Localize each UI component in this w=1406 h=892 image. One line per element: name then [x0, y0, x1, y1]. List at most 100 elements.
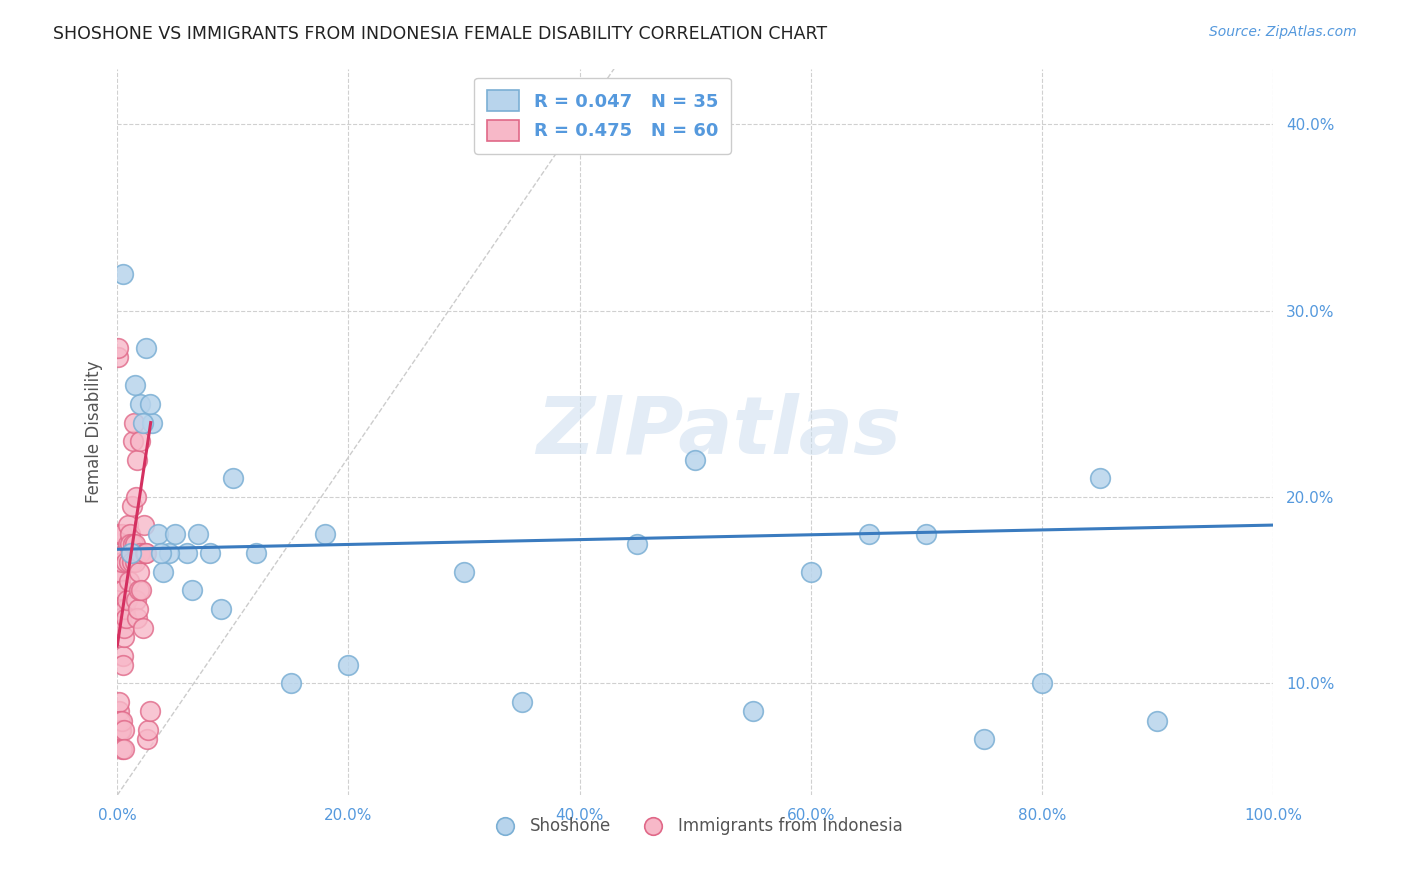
Point	[138, 705, 160, 719]
Point	[135, 341, 157, 355]
Point	[115, 592, 138, 607]
Point	[150, 546, 173, 560]
Point	[157, 546, 180, 560]
Point	[128, 583, 150, 598]
Point	[1146, 714, 1168, 728]
Point	[115, 611, 138, 625]
Point	[122, 416, 145, 430]
Point	[129, 397, 152, 411]
Point	[112, 723, 135, 737]
Text: SHOSHONE VS IMMIGRANTS FROM INDONESIA FEMALE DISABILITY CORRELATION CHART: SHOSHONE VS IMMIGRANTS FROM INDONESIA FE…	[53, 25, 828, 43]
Point	[107, 341, 129, 355]
Point	[107, 705, 129, 719]
Point	[110, 611, 132, 625]
Point	[117, 537, 139, 551]
Point	[132, 518, 155, 533]
Point	[118, 527, 141, 541]
Point	[626, 537, 648, 551]
Point	[117, 518, 139, 533]
Point	[187, 527, 209, 541]
Point	[108, 723, 131, 737]
Point	[198, 546, 221, 560]
Point	[112, 630, 135, 644]
Point	[510, 695, 533, 709]
Point	[110, 723, 132, 737]
Point	[146, 527, 169, 541]
Point	[314, 527, 336, 541]
Point	[121, 537, 143, 551]
Point	[858, 527, 880, 541]
Point	[120, 546, 142, 560]
Point	[127, 611, 149, 625]
Point	[125, 592, 148, 607]
Point	[1088, 471, 1111, 485]
Point	[124, 555, 146, 569]
Point	[110, 714, 132, 728]
Point	[163, 527, 186, 541]
Point	[112, 741, 135, 756]
Point	[118, 555, 141, 569]
Point	[111, 648, 134, 663]
Point	[135, 546, 157, 560]
Point	[107, 527, 129, 541]
Point	[209, 602, 232, 616]
Point	[124, 537, 146, 551]
Text: Source: ZipAtlas.com: Source: ZipAtlas.com	[1209, 25, 1357, 39]
Point	[111, 741, 134, 756]
Point	[683, 453, 706, 467]
Point	[112, 657, 135, 672]
Point	[128, 565, 150, 579]
Point	[120, 546, 142, 560]
Point	[131, 416, 153, 430]
Point	[134, 546, 156, 560]
Point	[138, 723, 160, 737]
Point	[121, 500, 143, 514]
Text: ZIPatlas: ZIPatlas	[536, 392, 901, 471]
Point	[337, 657, 360, 672]
Point	[114, 546, 136, 560]
Point	[131, 621, 153, 635]
Point	[742, 705, 765, 719]
Point	[111, 583, 134, 598]
Point	[280, 676, 302, 690]
Point	[118, 574, 141, 588]
Point	[136, 732, 159, 747]
Point	[1031, 676, 1053, 690]
Point	[112, 621, 135, 635]
Y-axis label: Female Disability: Female Disability	[86, 360, 103, 503]
Point	[121, 555, 143, 569]
Point	[453, 565, 475, 579]
Point	[245, 546, 267, 560]
Point	[120, 537, 142, 551]
Point	[108, 583, 131, 598]
Point	[111, 267, 134, 281]
Point	[138, 397, 160, 411]
Point	[152, 565, 174, 579]
Point	[128, 546, 150, 560]
Point	[108, 695, 131, 709]
Point	[122, 434, 145, 449]
Point	[973, 732, 995, 747]
Point	[115, 555, 138, 569]
Point	[125, 490, 148, 504]
Point	[181, 583, 204, 598]
Point	[131, 583, 153, 598]
Point	[222, 471, 245, 485]
Point	[800, 565, 823, 579]
Point	[176, 546, 198, 560]
Point	[125, 453, 148, 467]
Point	[114, 602, 136, 616]
Point	[915, 527, 938, 541]
Point	[129, 434, 152, 449]
Point	[111, 527, 134, 541]
Point	[127, 602, 149, 616]
Point	[111, 555, 134, 569]
Point	[141, 416, 163, 430]
Point	[110, 602, 132, 616]
Point	[108, 574, 131, 588]
Point	[108, 565, 131, 579]
Legend: R = 0.047   N = 35, R = 0.475   N = 60: R = 0.047 N = 35, R = 0.475 N = 60	[474, 78, 731, 153]
Point	[124, 378, 146, 392]
Point	[107, 351, 129, 365]
Point	[110, 714, 132, 728]
